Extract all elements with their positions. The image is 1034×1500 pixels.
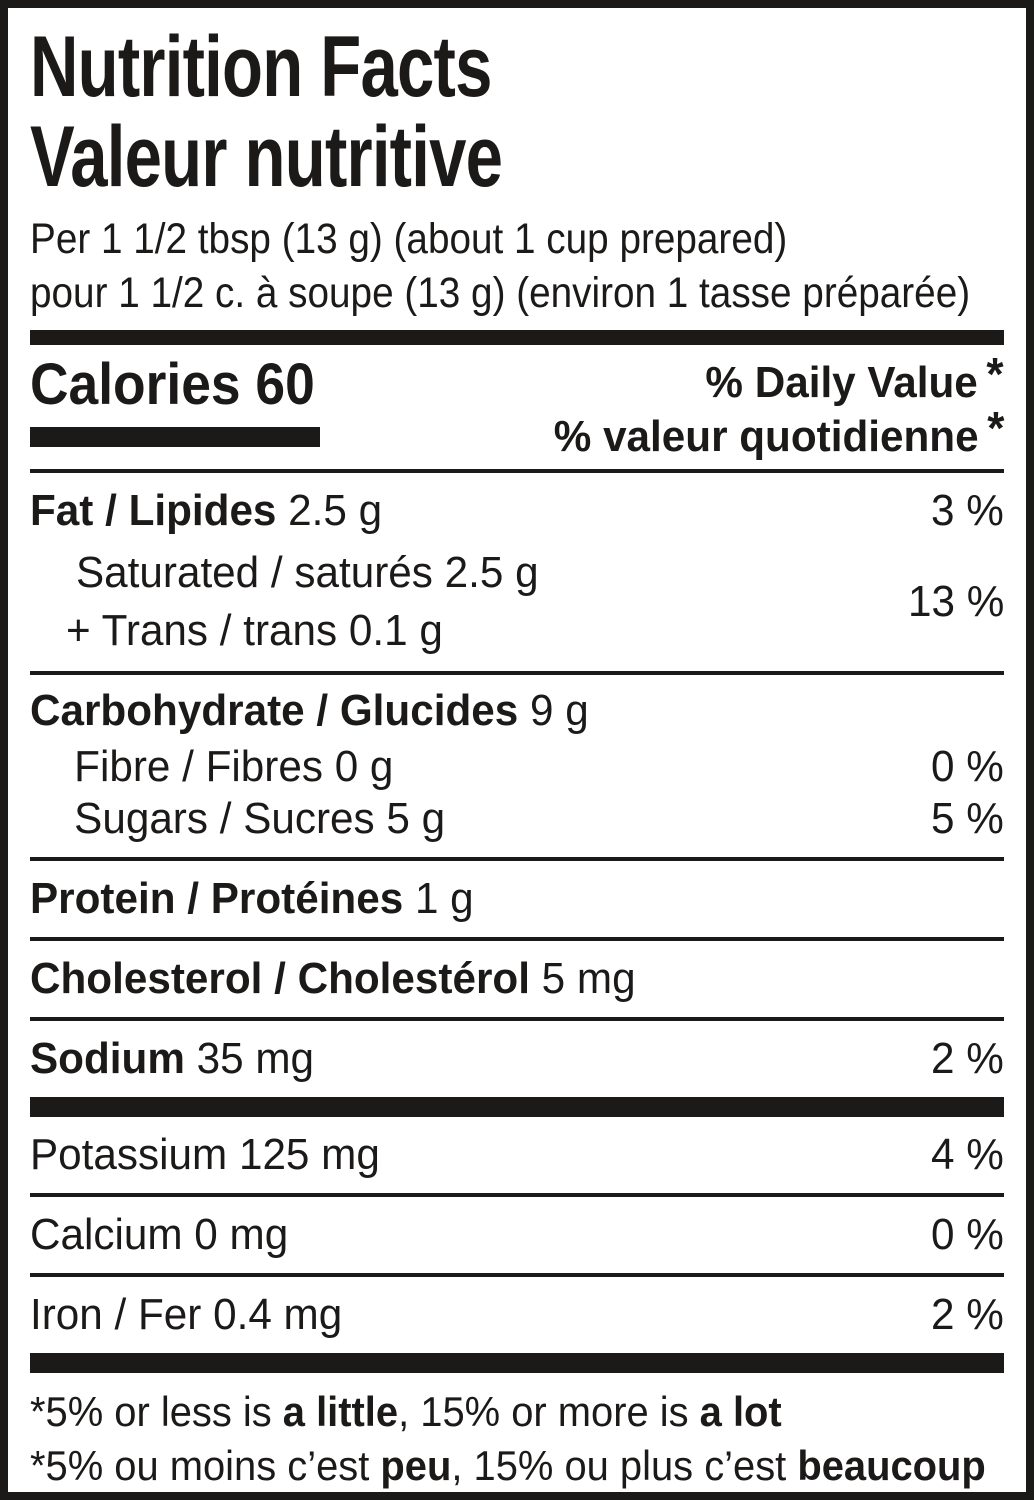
calcium-amount: 0 mg [194, 1210, 289, 1259]
serving-size-english: Per 1 1/2 tbsp (13 g) (about 1 cup prepa… [30, 215, 788, 263]
divider [30, 671, 1004, 675]
calories-label: Calories [30, 352, 241, 417]
calories-line: Calories 60 [30, 355, 340, 415]
footnotes: *5% or less is a little, 15% or more is … [30, 1385, 1004, 1492]
sugars-amount: 5 g [386, 794, 446, 843]
calories-value: 60 [255, 352, 315, 417]
fibre-amount: 0 g [334, 742, 394, 791]
saturated-trans-row: Saturated / saturés 2.5 g + Trans / tran… [30, 547, 1004, 671]
divider [30, 1273, 1004, 1277]
divider [30, 469, 1004, 473]
potassium-amount: 125 mg [238, 1130, 380, 1179]
asterisk: * [986, 402, 1004, 454]
sodium-daily-value: 2 % [931, 1034, 1004, 1083]
carbohydrate-row: Carbohydrate / Glucides 9 g [30, 675, 1004, 741]
cholesterol-name: Cholesterol / Cholestérol [30, 954, 530, 1003]
saturated-trans-daily-value: 13 % [907, 577, 1004, 626]
serving-size-french: pour 1 1/2 c. à soupe (13 g) (environ 1 … [30, 269, 971, 317]
fibre-name: Fibre / Fibres [74, 742, 323, 791]
serving-size-block: Per 1 1/2 tbsp (13 g) (about 1 cup prepa… [30, 212, 1004, 320]
sugars-row: Sugars / Sucres 5 g 5 % [30, 793, 1004, 857]
cholesterol-amount: 5 mg [541, 954, 636, 1003]
protein-row: Protein / Protéines 1 g [30, 861, 1004, 937]
iron-daily-value: 2 % [931, 1290, 1004, 1339]
asterisk: * [986, 348, 1004, 400]
potassium-name: Potassium [30, 1130, 228, 1179]
protein-name: Protein / Protéines [30, 874, 404, 923]
cholesterol-row: Cholesterol / Cholestérol 5 mg [30, 941, 1004, 1017]
divider [30, 1017, 1004, 1021]
thick-divider-top [30, 330, 1004, 345]
carbohydrate-amount: 9 g [529, 686, 589, 735]
iron-row: Iron / Fer 0.4 mg 2 % [30, 1277, 1004, 1353]
fibre-row: Fibre / Fibres 0 g 0 % [30, 741, 1004, 793]
saturated-trans-lines: Saturated / saturés 2.5 g + Trans / tran… [30, 547, 558, 657]
trans-line: + Trans / trans 0.1 g [66, 606, 443, 655]
divider [30, 937, 1004, 941]
footnote-french: *5% ou moins c’est peu, 15% ou plus c’es… [30, 1442, 986, 1489]
daily-value-header: % Daily Value * % valeur quotidienne * [535, 348, 1004, 463]
divider [30, 857, 1004, 861]
protein-amount: 1 g [414, 874, 474, 923]
saturated-line: Saturated / saturés 2.5 g [76, 548, 539, 597]
sugars-name: Sugars / Sucres [74, 794, 375, 843]
sodium-name: Sodium [30, 1034, 185, 1083]
calcium-name: Calcium [30, 1210, 183, 1259]
calories-underline-bar [30, 427, 320, 447]
potassium-row: Potassium 125 mg 4 % [30, 1117, 1004, 1193]
divider [30, 1193, 1004, 1197]
fat-amount: 2.5 g [288, 486, 383, 535]
daily-value-header-english: % Daily Value * [705, 348, 1004, 407]
thick-divider-middle [30, 1097, 1004, 1117]
title-french: Valeur nutritive [30, 109, 503, 205]
potassium-daily-value: 4 % [931, 1130, 1004, 1179]
sodium-amount: 35 mg [196, 1034, 315, 1083]
iron-name: Iron / Fer [30, 1290, 202, 1339]
fat-row: Fat / Lipides 2.5 g 3 % [30, 473, 1004, 547]
fibre-daily-value: 0 % [931, 742, 1004, 791]
carbohydrate-name: Carbohydrate / Glucides [30, 686, 519, 735]
calories-block: Calories 60 [30, 355, 340, 447]
sodium-row: Sodium 35 mg 2 % [30, 1021, 1004, 1097]
calories-daily-value-section: Calories 60 % Daily Value * % valeur quot… [30, 348, 1004, 463]
sugars-daily-value: 5 % [931, 794, 1004, 843]
daily-value-header-french: % valeur quotidienne * [553, 402, 1004, 461]
fat-name: Fat / Lipides [30, 486, 277, 535]
calcium-row: Calcium 0 mg 0 % [30, 1197, 1004, 1273]
title-english: Nutrition Facts [30, 19, 492, 115]
thick-divider-bottom [30, 1353, 1004, 1373]
calcium-daily-value: 0 % [931, 1210, 1004, 1259]
footnote-english: *5% or less is a little, 15% or more is … [30, 1388, 782, 1435]
fat-daily-value: 3 % [931, 486, 1004, 535]
iron-amount: 0.4 mg [213, 1290, 343, 1339]
